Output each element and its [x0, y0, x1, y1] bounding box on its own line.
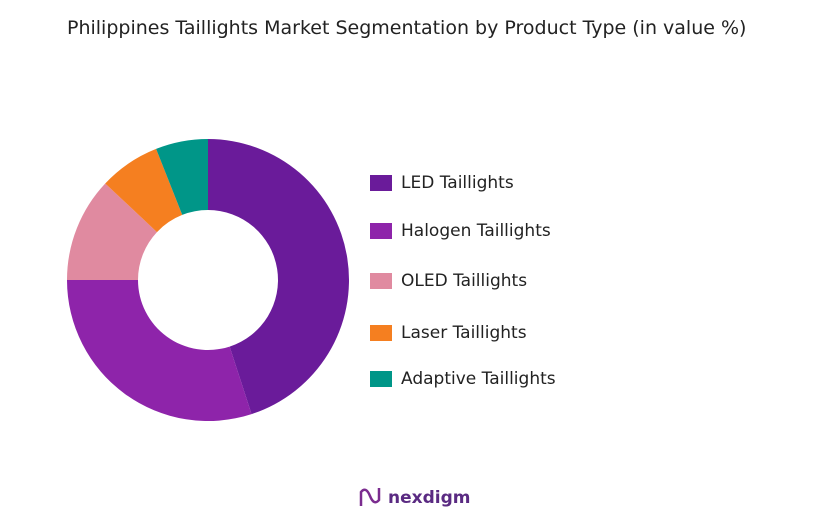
legend-label: Halogen Taillights: [401, 221, 551, 241]
donut-slice: [67, 280, 252, 421]
legend-swatch: [370, 371, 392, 387]
legend-label: Laser Taillights: [401, 323, 527, 343]
legend-swatch: [370, 273, 392, 289]
legend-swatch: [370, 223, 392, 239]
legend-swatch: [370, 175, 392, 191]
legend-label: LED Taillights: [401, 173, 514, 193]
chart-title: Philippines Taillights Market Segmentati…: [67, 17, 747, 39]
donut-slice: [208, 139, 349, 415]
logo-icon: [359, 488, 381, 506]
legend-label: Adaptive Taillights: [401, 369, 556, 389]
donut-slice: [105, 148, 183, 233]
brand: nexdigm: [388, 488, 470, 508]
legend-swatch: [370, 325, 392, 341]
donut-slice: [156, 139, 208, 215]
donut-slice: [67, 183, 157, 280]
legend-label: OLED Taillights: [401, 271, 527, 291]
